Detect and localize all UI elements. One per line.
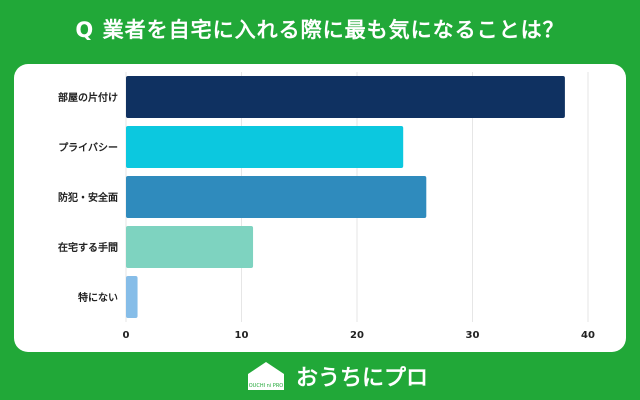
x-tick-label-1: 10 (235, 330, 249, 341)
logo-small-text: OUCHI ni PRO (249, 383, 284, 389)
x-tick-label-2: 20 (350, 330, 364, 341)
x-tick-label-4: 40 (581, 330, 595, 341)
brand-logo: OUCHI ni PRO おうちにプロ (244, 360, 428, 392)
x-tick-label-0: 0 (123, 330, 130, 341)
category-label-4: 特にない (78, 291, 118, 304)
brand-name: おうちにプロ (296, 366, 429, 391)
bar-4 (126, 276, 138, 318)
chart-title: Q 業者を自宅に入れる際に最も気になることは？ (75, 18, 565, 42)
x-tick-label-3: 30 (466, 330, 480, 341)
house-icon: OUCHI ni PRO (248, 362, 284, 390)
bar-3 (126, 226, 254, 268)
bar-1 (126, 126, 404, 168)
category-label-3: 在宅する手間 (58, 241, 118, 254)
bar-0 (126, 76, 565, 118)
footer: OUCHI ni PRO おうちにプロ (0, 358, 640, 398)
chart-panel: 部屋の片付け プライバシー 防犯・安全面 在宅する手間特にない 0 10 20 30 40 (14, 64, 626, 352)
category-label-0: 部屋の片付け (58, 91, 118, 104)
category-label-1: プライバシー (58, 141, 118, 154)
bar-2 (126, 176, 427, 218)
category-label-2: 防犯・安全面 (58, 191, 118, 204)
